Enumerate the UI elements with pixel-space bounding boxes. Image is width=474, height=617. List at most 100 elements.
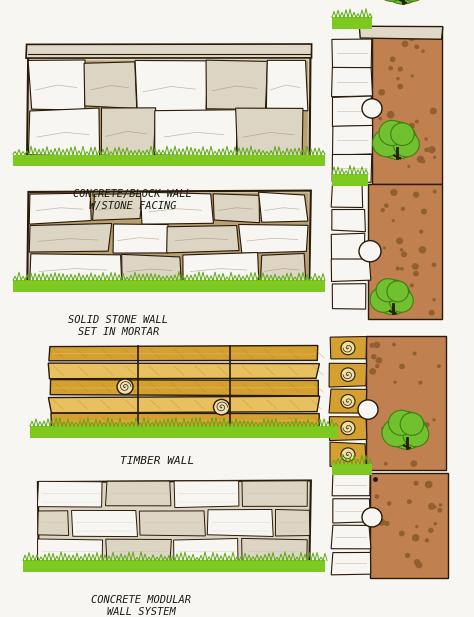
Circle shape (416, 33, 420, 37)
Circle shape (437, 508, 442, 513)
Circle shape (370, 287, 396, 312)
Circle shape (362, 508, 382, 527)
Bar (13, 280, 325, 292)
Circle shape (384, 307, 389, 312)
Polygon shape (50, 379, 319, 396)
Circle shape (439, 503, 442, 507)
Circle shape (371, 354, 376, 359)
Circle shape (390, 189, 397, 196)
Circle shape (391, 123, 414, 146)
Circle shape (376, 279, 400, 302)
Polygon shape (37, 539, 102, 565)
Circle shape (415, 120, 419, 123)
Circle shape (415, 561, 422, 568)
Polygon shape (331, 184, 363, 207)
Circle shape (387, 111, 394, 118)
Polygon shape (331, 67, 373, 97)
Circle shape (370, 343, 375, 348)
Circle shape (401, 251, 407, 257)
Circle shape (401, 41, 409, 47)
Circle shape (392, 219, 395, 222)
Circle shape (424, 147, 429, 152)
Circle shape (341, 448, 355, 462)
Circle shape (392, 342, 396, 346)
Polygon shape (242, 481, 307, 507)
Circle shape (400, 413, 424, 436)
Polygon shape (28, 60, 85, 110)
Polygon shape (173, 539, 238, 565)
Circle shape (414, 44, 419, 49)
Circle shape (403, 421, 429, 447)
Circle shape (437, 364, 441, 368)
Polygon shape (38, 481, 311, 568)
Circle shape (400, 248, 403, 252)
Circle shape (389, 289, 413, 312)
Circle shape (375, 357, 382, 363)
Circle shape (421, 49, 425, 53)
Circle shape (382, 0, 424, 4)
Circle shape (413, 191, 419, 197)
Polygon shape (333, 499, 370, 523)
Polygon shape (183, 252, 259, 283)
Polygon shape (331, 233, 365, 260)
Circle shape (405, 553, 410, 558)
Circle shape (413, 271, 419, 276)
Polygon shape (329, 416, 367, 441)
Polygon shape (238, 225, 308, 254)
Circle shape (401, 207, 405, 211)
Circle shape (414, 559, 420, 565)
Circle shape (428, 503, 435, 510)
Polygon shape (155, 110, 238, 156)
Polygon shape (48, 363, 319, 379)
Circle shape (432, 298, 436, 302)
Polygon shape (261, 254, 306, 283)
Bar (332, 174, 368, 186)
Circle shape (397, 282, 404, 289)
Circle shape (213, 399, 229, 415)
Circle shape (434, 522, 437, 526)
Polygon shape (28, 108, 100, 156)
Circle shape (424, 422, 429, 427)
Circle shape (409, 123, 415, 128)
Circle shape (387, 281, 409, 302)
Polygon shape (38, 511, 69, 536)
Polygon shape (332, 210, 365, 232)
Circle shape (425, 481, 433, 488)
Polygon shape (167, 225, 239, 253)
Circle shape (428, 146, 436, 153)
Polygon shape (49, 346, 318, 361)
Circle shape (384, 462, 388, 466)
Polygon shape (30, 60, 308, 160)
Polygon shape (207, 510, 273, 537)
Polygon shape (332, 96, 373, 126)
Circle shape (369, 368, 376, 375)
Polygon shape (135, 60, 208, 113)
Circle shape (393, 414, 399, 419)
Circle shape (387, 501, 392, 506)
Circle shape (432, 262, 437, 267)
Circle shape (428, 310, 435, 316)
Bar (13, 155, 325, 166)
Polygon shape (27, 191, 311, 289)
Polygon shape (29, 223, 112, 252)
Polygon shape (92, 194, 143, 220)
Polygon shape (72, 510, 137, 537)
Polygon shape (370, 473, 448, 578)
Polygon shape (275, 510, 310, 536)
Circle shape (384, 521, 390, 526)
Circle shape (374, 342, 380, 348)
Circle shape (362, 99, 382, 118)
Circle shape (374, 494, 379, 499)
Circle shape (421, 209, 427, 215)
Polygon shape (26, 44, 311, 58)
Circle shape (381, 126, 387, 132)
Polygon shape (331, 525, 371, 549)
Polygon shape (330, 336, 366, 359)
Polygon shape (332, 154, 372, 182)
Circle shape (381, 301, 388, 308)
Polygon shape (106, 481, 171, 506)
Bar (332, 464, 372, 475)
Circle shape (409, 35, 415, 41)
Circle shape (396, 238, 403, 244)
Circle shape (410, 283, 414, 288)
